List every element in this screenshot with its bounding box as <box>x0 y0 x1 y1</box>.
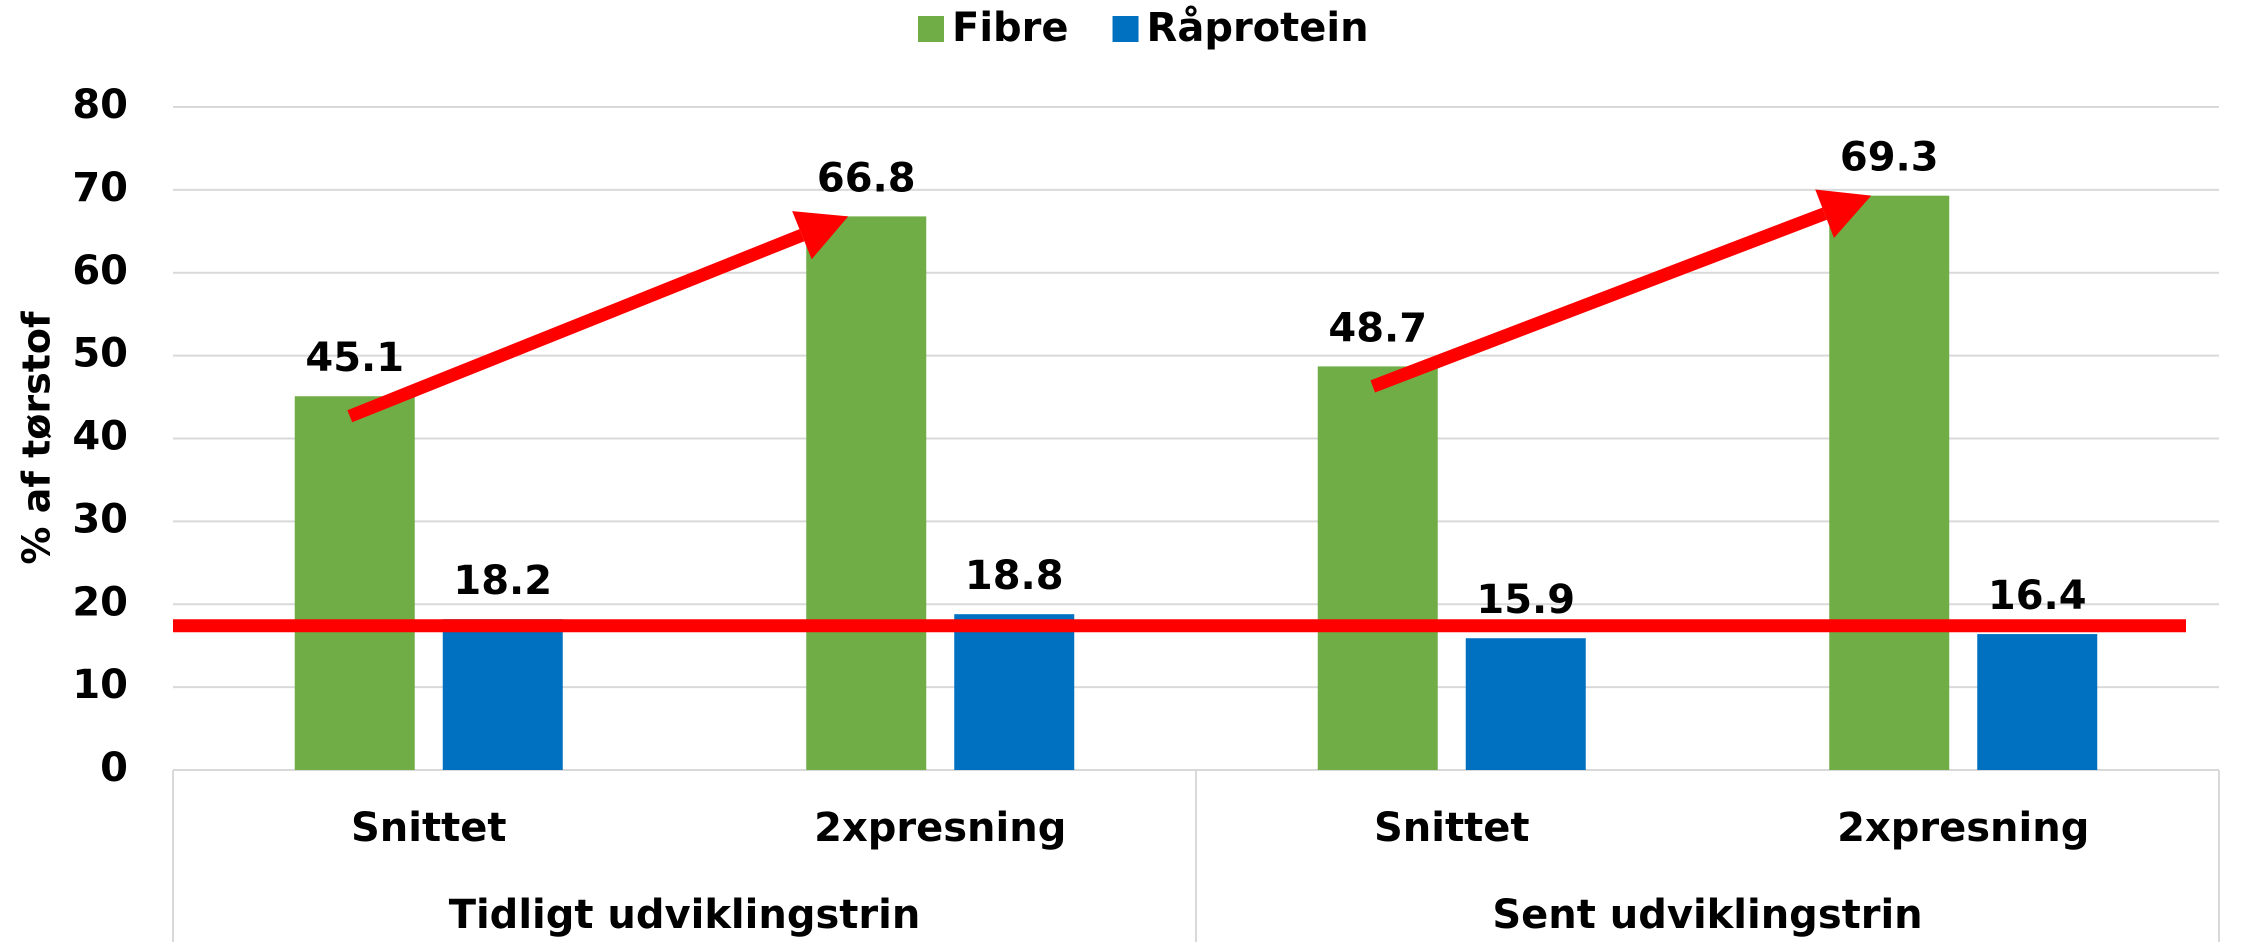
value-label: 15.9 <box>1476 577 1575 623</box>
x-tick-label: 2xpresning <box>1837 805 2089 851</box>
bar <box>806 216 927 770</box>
y-tick-label: 40 <box>72 414 128 460</box>
value-label: 16.4 <box>1988 573 2087 619</box>
y-axis-title: % af tørstof <box>15 311 59 565</box>
bar <box>954 614 1075 770</box>
bar <box>1977 634 2098 770</box>
legend-swatch <box>918 16 944 42</box>
x-tick-label: Snittet <box>351 805 507 851</box>
y-tick-label: 70 <box>72 165 128 211</box>
y-tick-label: 60 <box>72 248 128 294</box>
bar <box>1465 638 1586 770</box>
y-tick-label: 50 <box>72 331 128 377</box>
arrow-shaft <box>347 229 805 423</box>
value-label: 69.3 <box>1840 135 1939 181</box>
value-label: 18.2 <box>453 558 552 604</box>
bar <box>1829 195 1950 770</box>
bar <box>294 396 415 770</box>
legend-label: Fibre <box>952 5 1069 51</box>
group-label: Sent udviklingstrin <box>1492 892 1922 938</box>
y-tick-label: 10 <box>72 662 128 708</box>
y-tick-label: 0 <box>100 745 128 791</box>
value-label: 18.8 <box>965 553 1064 599</box>
bar <box>1317 366 1438 770</box>
group-label: Tidligt udviklingstrin <box>449 892 921 938</box>
value-label: 48.7 <box>1328 305 1427 351</box>
arrow-head <box>1815 189 1872 238</box>
legend-label: Råprotein <box>1147 4 1369 51</box>
x-tick-label: 2xpresning <box>814 805 1066 851</box>
y-tick-label: 30 <box>72 496 128 542</box>
arrow-head <box>792 211 849 260</box>
y-tick-label: 80 <box>72 82 128 128</box>
arrow-shaft <box>1370 207 1827 393</box>
bar <box>442 619 563 770</box>
legend-swatch <box>1112 16 1139 42</box>
x-tick-label: Snittet <box>1374 805 1530 851</box>
value-label: 66.8 <box>817 155 916 201</box>
y-tick-label: 20 <box>72 579 128 625</box>
value-label: 45.1 <box>305 335 404 381</box>
